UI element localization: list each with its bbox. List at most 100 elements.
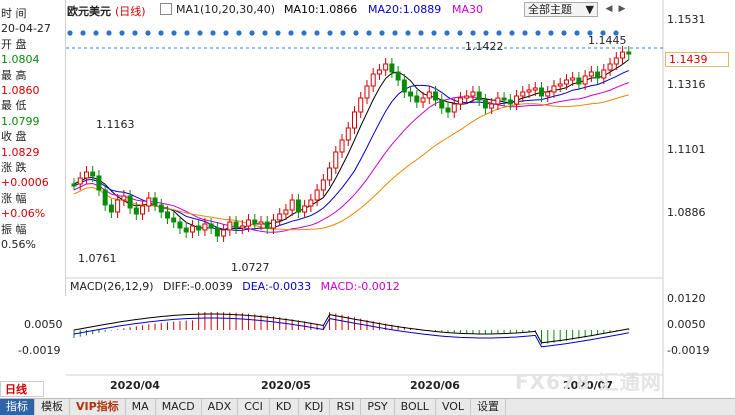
date-tick: 2020/06 [410,379,460,392]
candle-body [158,204,164,213]
candle-body [601,69,607,79]
period-label[interactable]: (日线) [115,5,146,18]
tab-cci[interactable]: CCI [238,399,270,415]
candle-body [401,79,407,93]
candle-body [208,223,214,229]
marker-dot [262,30,268,36]
macd-tick: 0.0050 [667,318,706,331]
open-label: 开 盘 [1,37,27,51]
ma-chart-icon[interactable] [160,3,172,15]
macd-diff-line [73,313,629,344]
candlestick-chart[interactable] [66,0,735,398]
marker-dot [275,30,281,36]
high-value: 1.0860 [1,84,40,98]
ma30-line [73,82,629,233]
marker-dot [106,30,112,36]
date-tick: 2020/07 [563,379,613,392]
candle-body [140,205,146,215]
candle-body [239,225,245,229]
candle-body [270,219,276,229]
quote-info-panel: 时 间 20-04-27 开 盘 1.0804 最 高 1.0860 最 低 1… [0,0,66,296]
chart-grid [66,0,664,398]
tab-kd[interactable]: KD [270,399,299,415]
candle-body [370,73,376,87]
candle-body [358,97,364,113]
macd-left-tick: 0.0050 [24,318,63,331]
candle-body [133,207,139,215]
marker-dot [509,30,515,36]
candle-body [476,91,482,101]
candle-body [551,85,557,93]
candle-body [376,69,382,75]
candle-body [470,91,476,97]
scroll-left-icon[interactable]: ◀ [605,4,613,14]
candle-body [165,211,170,219]
candle-body [445,107,451,113]
marker-dot [483,30,489,36]
candle-body [439,99,445,109]
low-label-mid: 1.0727 [231,261,270,274]
marker-dot [67,30,73,36]
candle-body [108,204,114,213]
candle-body [426,91,432,99]
macd-left-tick: -0.0019 [18,344,61,357]
close-value: 1.0829 [1,145,40,159]
candle-body [314,189,320,201]
candle-body [189,225,195,233]
marker-dot [600,30,606,36]
candle-body [115,199,121,213]
candle-body [433,91,439,101]
period-tag[interactable]: 日线 [0,381,44,397]
candle-body [77,177,83,185]
tab-templates[interactable]: 模板 [35,399,70,415]
marker-dot [145,30,151,36]
tab-vip[interactable]: VIP指标 [70,399,126,415]
tab-psy[interactable]: PSY [361,399,395,415]
marker-dot [184,30,190,36]
tab-adx[interactable]: ADX [202,399,239,415]
change-value: +0.0006 [1,176,49,190]
tab-kdj[interactable]: KDJ [299,399,331,415]
marker-dot [548,30,554,36]
low-label: 最 低 [1,99,27,113]
candle-body [520,91,526,97]
price-tick: 1.1316 [667,78,706,91]
candle-body [264,221,270,229]
tab-indicators[interactable]: 指标 [0,399,35,415]
marker-dot [431,30,437,36]
amp-value: 0.56% [1,238,36,252]
candle-body [283,209,289,215]
scroll-right-icon[interactable]: ▶ [618,4,626,14]
candle-body [152,197,158,206]
marker-dot [574,30,580,36]
change-label: 涨 跌 [1,161,27,175]
candle-body [613,57,619,65]
price-tick: 1.0886 [667,206,706,219]
tab-vol[interactable]: VOL [436,399,472,415]
tab-ma[interactable]: MA [126,399,156,415]
tab-settings[interactable]: 设置 [471,399,507,415]
candle-body [277,213,283,221]
open-value: 1.0804 [1,53,40,67]
marker-dot [340,30,346,36]
candlesticks [71,46,632,242]
candle-body [352,111,357,129]
theme-select[interactable]: 全部主题 ▼ [524,2,598,17]
candle-body [563,79,569,85]
tab-rsi[interactable]: RSI [330,399,362,415]
candle-body [501,97,507,101]
candle-body [252,219,258,225]
candle-body [383,63,389,71]
ma40-line [73,94,629,231]
candle-body [626,51,632,55]
candle-body [607,63,613,71]
marker-dot [288,30,294,36]
macd-label: MACD(26,12,9) [70,280,154,293]
candle-body [233,221,239,229]
indicator-tabs: 指标 模板 VIP指标 MA MACD ADX CCI KD KDJ RSI P… [0,398,735,415]
tab-macd[interactable]: MACD [156,399,202,415]
tab-boll[interactable]: BOLL [395,399,436,415]
candle-body [339,139,345,153]
candle-body [576,77,582,85]
